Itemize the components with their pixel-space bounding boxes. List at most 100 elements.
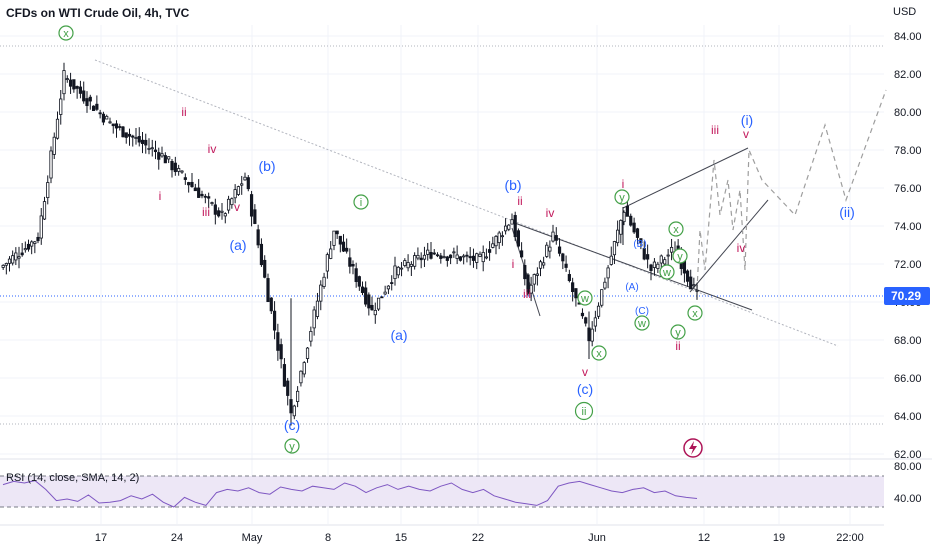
candle-body xyxy=(561,253,565,262)
candle-body xyxy=(329,248,333,259)
downtrend-line xyxy=(94,59,839,347)
candle-body xyxy=(503,225,508,232)
candle-body xyxy=(30,241,34,247)
candle-body xyxy=(609,255,613,265)
price-tick-label: 76.00 xyxy=(894,183,922,195)
candle-body xyxy=(62,70,66,95)
candle-body xyxy=(322,276,326,287)
candle-body xyxy=(276,332,280,351)
candle-body xyxy=(190,181,194,188)
candle-body xyxy=(266,278,270,303)
wave-label-a: (a) xyxy=(229,237,246,253)
candle-body xyxy=(538,261,543,269)
candle-body xyxy=(639,238,643,244)
price-tick-label: 68.00 xyxy=(894,335,922,347)
time-tick-label: 17 xyxy=(95,532,107,544)
candle-body xyxy=(669,246,674,253)
candle-body xyxy=(147,147,151,150)
candle-body xyxy=(458,256,463,261)
channel-line-upper xyxy=(622,147,749,209)
candle-body xyxy=(101,113,106,123)
candle-body xyxy=(564,263,568,268)
candle-body xyxy=(695,289,699,292)
candle-body xyxy=(226,198,231,211)
candle-body xyxy=(338,235,342,245)
candle-body xyxy=(580,312,585,317)
candle-body xyxy=(207,196,211,199)
candle-body xyxy=(197,187,201,198)
candle-body xyxy=(491,243,495,248)
candle-body xyxy=(33,241,37,244)
wave-label-iv: iv xyxy=(546,206,555,220)
wave-label-c: (c) xyxy=(577,381,593,397)
candle-body xyxy=(230,198,234,206)
candle-body xyxy=(462,255,466,258)
candle-body xyxy=(68,79,73,87)
candle-body xyxy=(409,263,413,267)
candle-body xyxy=(419,257,423,261)
grid-layer xyxy=(0,25,884,524)
candle-body xyxy=(551,231,555,242)
candle-body xyxy=(240,183,244,186)
current-price-badge-bg xyxy=(884,287,930,305)
candle-body xyxy=(42,201,47,220)
wave-label-iii: iii xyxy=(523,287,531,301)
candle-body xyxy=(312,309,316,329)
candle-body xyxy=(131,135,135,138)
candle-body xyxy=(516,230,521,247)
candle-body xyxy=(134,137,138,139)
candle-body xyxy=(612,241,617,256)
candle-body xyxy=(393,265,397,280)
candle-body xyxy=(642,248,646,260)
candle-body xyxy=(292,405,296,417)
price-candles xyxy=(1,62,699,426)
candle-body xyxy=(180,170,184,173)
alert-icon[interactable] xyxy=(683,438,703,458)
candle-body xyxy=(157,152,161,160)
price-tick-label: 62.00 xyxy=(894,449,922,461)
candle-body xyxy=(263,259,267,278)
candle-body xyxy=(88,96,92,102)
candle-body xyxy=(26,243,31,250)
candle-body xyxy=(1,264,5,268)
wave-label-w-badge xyxy=(577,290,593,306)
candle-body xyxy=(455,254,459,259)
current-price-value: 70.29 xyxy=(891,289,921,303)
candle-body xyxy=(108,121,112,124)
wave-label-y-badge xyxy=(284,438,300,454)
candle-body xyxy=(500,235,505,238)
candle-body xyxy=(127,133,132,137)
candle-body xyxy=(75,86,79,89)
candle-body xyxy=(296,390,300,402)
time-tick-label: 12 xyxy=(698,532,710,544)
candle-body xyxy=(548,246,552,252)
time-tick-label: 24 xyxy=(171,532,183,544)
candle-body xyxy=(160,153,164,157)
candle-body xyxy=(532,274,536,285)
candle-body xyxy=(571,282,575,293)
candle-body xyxy=(309,330,313,342)
rsi-panel: RSI (14, close, SMA, 14, 2) 80.00 40.00 xyxy=(0,458,932,508)
candle-body xyxy=(390,282,394,284)
wave-label-iv: iv xyxy=(737,241,746,255)
candle-body xyxy=(380,296,384,299)
candle-body xyxy=(435,254,440,257)
candle-body xyxy=(406,262,410,269)
wave-label-y: y xyxy=(675,327,681,339)
candle-body xyxy=(279,344,283,360)
wave-label-ii: ii xyxy=(181,105,186,119)
price-tick-label: 72.00 xyxy=(894,259,922,271)
wave-label-ii: ii xyxy=(517,194,522,208)
candle-body xyxy=(351,264,355,267)
candle-body xyxy=(85,98,89,107)
candle-body xyxy=(193,187,197,192)
candle-body xyxy=(111,123,115,127)
candle-body xyxy=(272,310,277,331)
wave-label-a: (a) xyxy=(390,327,407,343)
candle-body xyxy=(213,204,217,215)
candle-body xyxy=(210,202,214,204)
candle-body xyxy=(299,370,303,384)
candle-body xyxy=(256,229,260,246)
current-price-badge: 70.29 xyxy=(884,287,930,305)
